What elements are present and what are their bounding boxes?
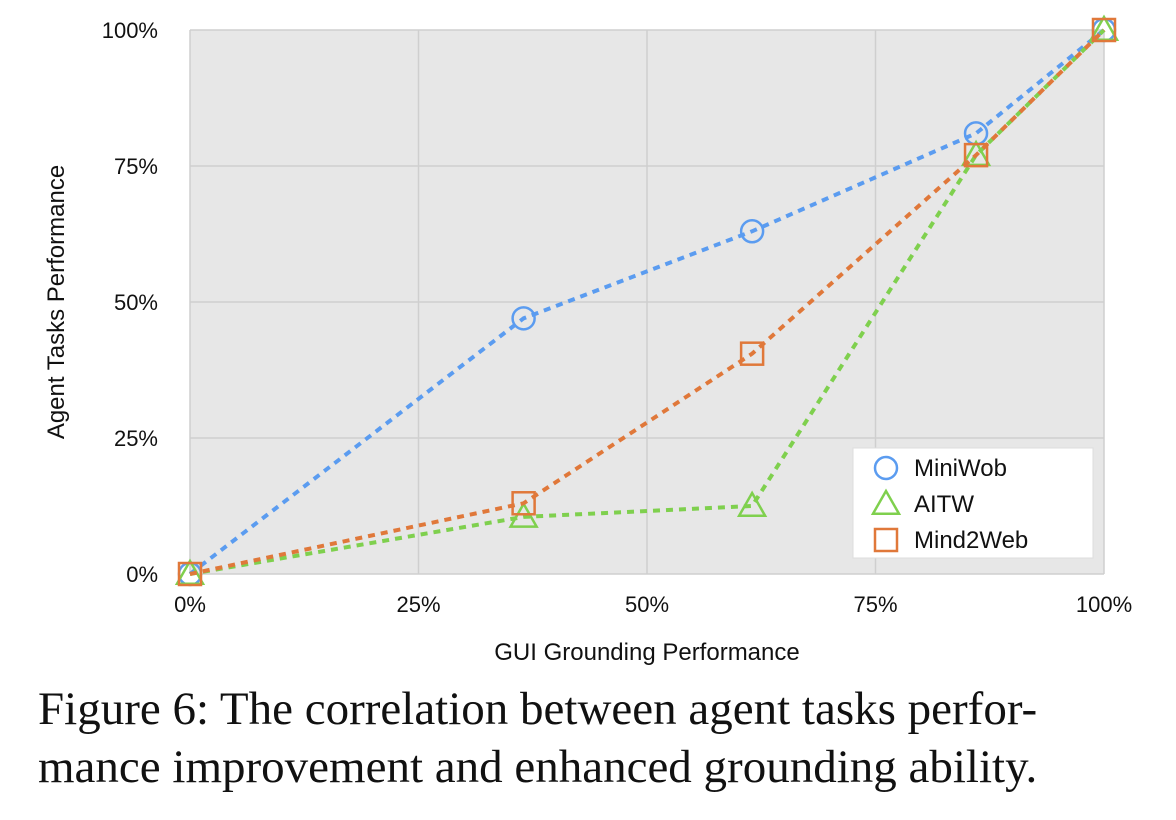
figure-caption: Figure 6: The correlation between agent … [38,680,1148,796]
x-tick-label: 75% [853,592,897,617]
y-tick-label: 75% [114,154,158,179]
miniwob-point [739,219,765,244]
miniwob-line [188,28,1106,576]
legend-label-aitw: AITW [914,491,974,518]
y-tick-label: 100% [102,18,158,43]
y-tick-label: 25% [114,426,158,451]
mind2web-point [1091,17,1117,43]
caption-line-2: mance improvement and enhanced grounding… [38,741,1038,793]
series-layer [174,14,1120,587]
aitw-point [736,490,768,517]
chart: 0% 25% 50% 75% 100% 0% 25% 50% 75% 100% GUI Groun… [43,14,1132,666]
mind2web-line [189,28,1106,576]
x-tick-label: 0% [174,592,206,617]
caption-line-1: Figure 6: The correlation between agent … [38,683,1038,735]
y-tick-label: 50% [114,290,158,315]
y-tick-label: 0% [126,562,158,587]
legend-marker-aitw [870,488,902,515]
mind2web-point [963,142,989,168]
mind2web-point [511,491,536,516]
y-axis-label: Agent Tasks Performance [43,165,70,439]
grid [189,29,1105,575]
tick-labels: 0% 25% 50% 75% 100% 0% 25% 50% 75% 100% [102,18,1132,617]
x-tick-label: 100% [1076,592,1132,617]
legend-marker-mind2web [873,527,899,553]
mind2web-point [177,561,203,587]
x-tick-label: 50% [625,592,669,617]
legend-label-mind2web: Mind2Web [914,527,1028,554]
x-tick-label: 25% [396,592,440,617]
aitw-line [189,28,1106,576]
mind2web-point [739,341,765,366]
legend-label-miniwob: MiniWob [914,455,1007,482]
legend: MiniWob AITW Mind2Web [852,447,1094,559]
miniwob-point [511,306,536,331]
series-mind2web [177,17,1117,587]
legend-marker-miniwob [873,455,899,481]
x-axis-label: GUI Grounding Performance [494,639,799,666]
